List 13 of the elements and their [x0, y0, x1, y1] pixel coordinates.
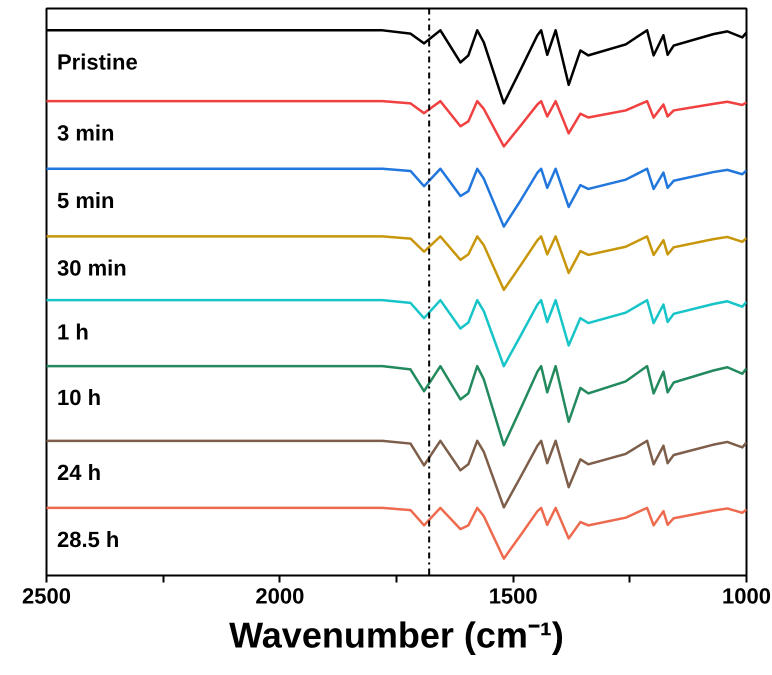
x-axis-title: Wavenumber (cm⁻¹) — [229, 614, 564, 656]
x-tick-label: 1500 — [488, 584, 538, 608]
series-label: 28.5 h — [57, 526, 120, 552]
series-label: 5 min — [57, 188, 114, 213]
series-label: 30 min — [57, 255, 127, 280]
series-label: Pristine — [57, 49, 138, 74]
series-label: 24 h — [57, 460, 102, 485]
series-label: 1 h — [57, 319, 89, 344]
x-tick-label: 1000 — [722, 584, 771, 608]
x-tick-label: 2500 — [22, 584, 71, 608]
series-label: 10 h — [57, 385, 102, 410]
series-label: 3 min — [57, 120, 114, 146]
x-tick-label: 2000 — [255, 584, 304, 608]
